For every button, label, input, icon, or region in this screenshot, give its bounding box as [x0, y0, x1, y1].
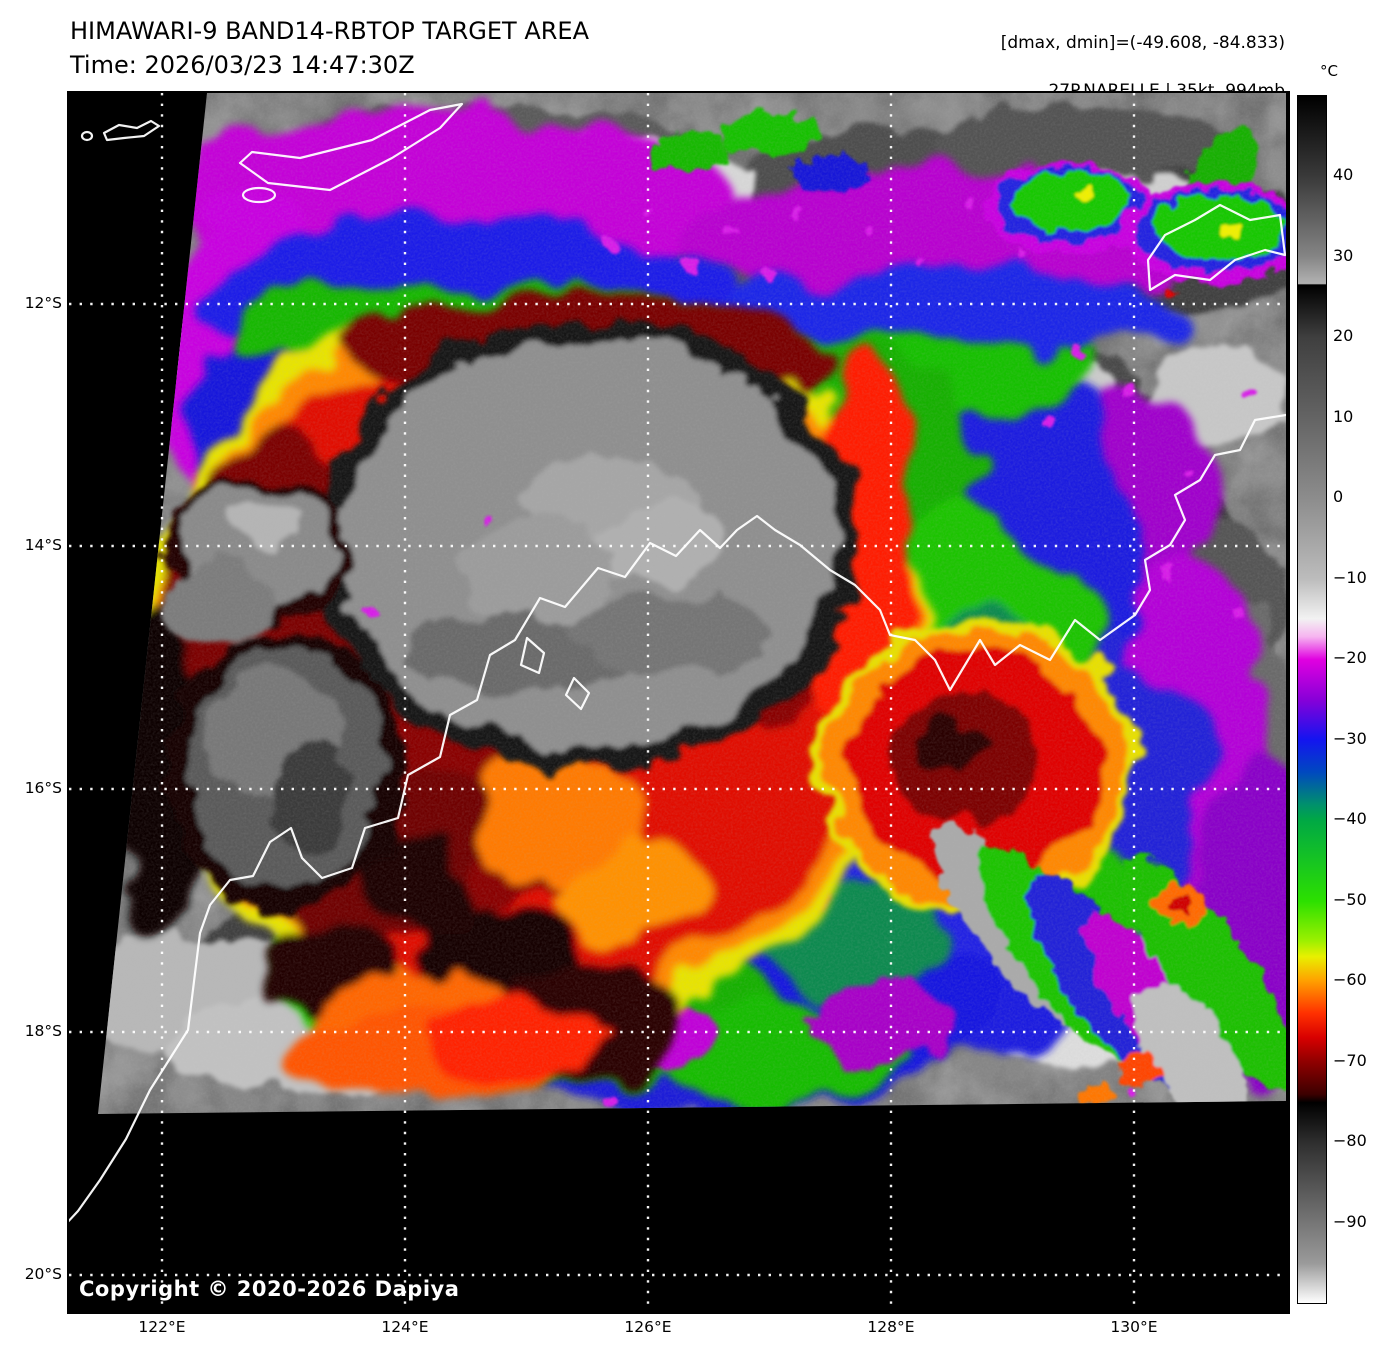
- colorbar-tick: −50: [1333, 890, 1367, 909]
- colorbar-tick: −20: [1333, 648, 1367, 667]
- colorbar-tick: −30: [1333, 729, 1367, 748]
- colorbar-tick: −40: [1333, 809, 1367, 828]
- copyright-label: Copyright © 2020-2026 Dapiya: [79, 1277, 460, 1301]
- colorbar-tick: −60: [1333, 970, 1367, 989]
- lat-label: 14°S: [24, 536, 62, 554]
- lat-label: 18°S: [24, 1022, 62, 1040]
- lat-label: 16°S: [24, 779, 62, 797]
- gridlines: [69, 93, 1286, 1310]
- colorbar-tick: 30: [1333, 246, 1354, 265]
- colorbar-tick: −90: [1333, 1212, 1367, 1231]
- satellite-image: [69, 93, 1286, 1310]
- figure-time: Time: 2026/03/23 14:47:30Z: [70, 51, 415, 79]
- colorbar-tick: 20: [1333, 326, 1354, 345]
- colorbar-tick: 10: [1333, 407, 1354, 426]
- lon-label: 122°E: [138, 1318, 186, 1336]
- lat-label: 12°S: [24, 294, 62, 312]
- lon-label: 124°E: [381, 1318, 429, 1336]
- dmax-dmin-label: [dmax, dmin]=(-49.608, -84.833): [1000, 33, 1285, 53]
- map-plot-area: Copyright © 2020-2026 Dapiya: [67, 91, 1290, 1314]
- lat-label: 20°S: [24, 1265, 62, 1283]
- coastline: [69, 102, 1286, 1223]
- colorbar-tick: −10: [1333, 568, 1367, 587]
- lon-label: 130°E: [1110, 1318, 1158, 1336]
- lon-label: 128°E: [867, 1318, 915, 1336]
- data-region: [98, 93, 1286, 1114]
- colorbar-tick: −70: [1333, 1051, 1367, 1070]
- temperature-colorbar: [1297, 95, 1327, 1304]
- colorbar-tick: −80: [1333, 1131, 1367, 1150]
- colorbar-unit: °C: [1320, 62, 1338, 80]
- colorbar-tick: 0: [1333, 487, 1344, 506]
- lon-label: 126°E: [624, 1318, 672, 1336]
- colorbar-tick: 40: [1333, 165, 1354, 184]
- figure-title: HIMAWARI-9 BAND14-RBTOP TARGET AREA: [70, 17, 590, 45]
